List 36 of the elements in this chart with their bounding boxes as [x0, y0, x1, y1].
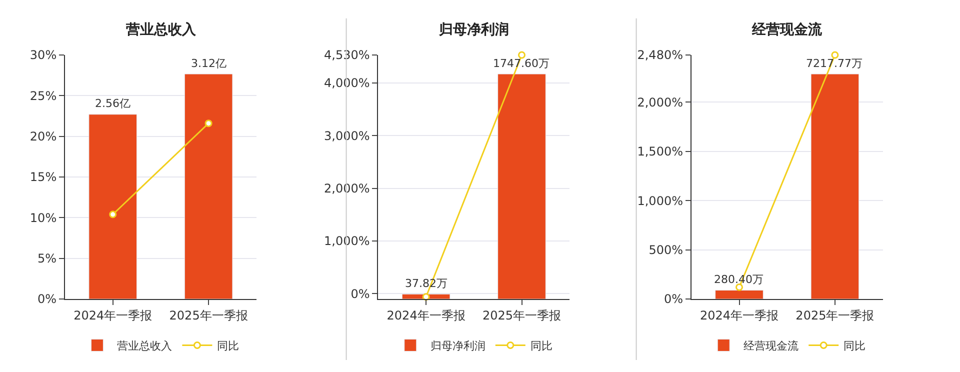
y-tick-label: 25% — [30, 88, 57, 103]
y-tick-label: 2,000% — [637, 95, 683, 110]
legend-label: 经营现金流 — [744, 340, 799, 353]
legend-label: 同比 — [530, 340, 552, 353]
y-tick-label: 4,000% — [324, 76, 370, 90]
y-tick-label: 2,480% — [637, 48, 683, 62]
y-tick-label: 0% — [38, 292, 57, 306]
x-tick-label: 2025年一季报 — [169, 308, 248, 322]
legend-label: 同比 — [217, 340, 240, 353]
data-label: 2.56亿 — [95, 97, 130, 110]
y-tick-label: 0% — [664, 292, 683, 306]
chart-title: 归母净利润 — [438, 21, 509, 38]
data-label: 3.12亿 — [191, 57, 226, 70]
y-tick-label: 15% — [30, 170, 57, 184]
y-tick-label: 1,000% — [637, 194, 683, 208]
legend-label: 归母净利润 — [430, 340, 486, 353]
y-tick-label: 0% — [350, 286, 370, 301]
y-tick-label: 20% — [30, 130, 57, 144]
chart-title: 营业总收入 — [125, 22, 197, 38]
x-tick-label: 2024年一季报 — [386, 308, 466, 322]
y-tick-label: 1,500% — [637, 144, 683, 159]
y-tick-label: 4,530% — [324, 48, 370, 62]
y-tick-label: 3,000% — [324, 128, 370, 143]
y-tick-label: 10% — [30, 210, 57, 225]
chart-title: 经营现金流 — [751, 21, 823, 38]
legend-label: 营业总收入 — [117, 340, 172, 353]
y-tick-label: 500% — [648, 243, 683, 258]
y-tick-label: 5% — [38, 252, 57, 266]
y-tick-label: 2,000% — [324, 182, 370, 196]
x-tick-label: 2024年一季报 — [700, 308, 779, 322]
y-tick-label: 1,000% — [324, 234, 370, 248]
legend-label: 同比 — [844, 340, 866, 353]
y-tick-label: 30% — [30, 48, 57, 62]
x-tick-label: 2024年一季报 — [74, 308, 152, 322]
x-tick-label: 2025年一季报 — [482, 308, 562, 322]
x-tick-label: 2025年一季报 — [796, 308, 874, 322]
